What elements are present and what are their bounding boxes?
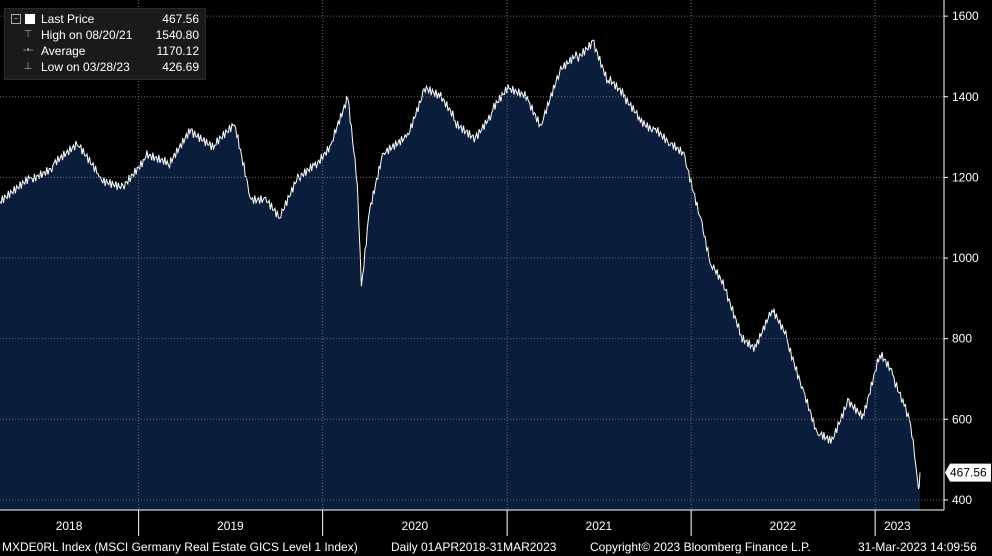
x-tick-label: 2022 (770, 519, 797, 533)
ticker-description: MXDE0RL Index (MSCI Germany Real Estate … (2, 540, 358, 554)
legend-label: Average (41, 44, 86, 58)
x-tick-label: 2023 (884, 519, 911, 533)
legend-value: 1170.12 (156, 44, 200, 58)
collapse-icon[interactable]: − (11, 14, 21, 24)
y-tick-label: 400 (952, 493, 972, 507)
legend-label: High on 08/20/21 (41, 28, 133, 42)
y-axis: 400 600 800 1000 1200 1400 1600 (944, 9, 979, 507)
price-area (0, 40, 920, 511)
average-marker-icon: -•- (23, 45, 34, 56)
y-tick-label: 600 (952, 412, 972, 426)
legend-row-average: -•- Average 1170.12 (5, 43, 205, 59)
date-range: Daily 01APR2018-31MAR2023 (391, 540, 557, 554)
x-tick-label: 2019 (217, 519, 244, 533)
y-tick-label: 1400 (952, 90, 979, 104)
low-marker-icon: ⊥ (23, 61, 33, 72)
copyright: Copyright© 2023 Bloomberg Finance L.P. (590, 540, 811, 554)
last-value-box: 467.56 (945, 463, 991, 482)
legend-row-high: ⊤ High on 08/20/21 1540.80 (5, 27, 205, 43)
price-line (0, 39, 921, 490)
x-tick-label: 2020 (402, 519, 429, 533)
legend-label: Last Price (41, 12, 95, 26)
legend-value: 426.69 (162, 60, 199, 74)
legend-value: 467.56 (162, 12, 199, 26)
y-tick-label: 1600 (952, 9, 979, 23)
x-tick-label: 2018 (56, 519, 83, 533)
grid-overlay (0, 0, 944, 510)
last-value-label: 467.56 (950, 466, 987, 480)
legend: − Last Price 467.56 ⊤ High on 08/20/21 1… (4, 8, 206, 80)
legend-label: Low on 03/28/23 (41, 60, 130, 74)
x-tick-label: 2021 (586, 519, 613, 533)
chart-footer: MXDE0RL Index (MSCI Germany Real Estate … (0, 538, 992, 556)
y-tick-label: 1200 (952, 170, 979, 184)
legend-row-low: ⊥ Low on 03/28/23 426.69 (5, 59, 205, 75)
legend-value: 1540.80 (155, 28, 199, 42)
legend-swatch (25, 14, 35, 24)
x-axis: 2018 2019 2020 2021 2022 2023 (56, 510, 911, 536)
high-marker-icon: ⊤ (23, 29, 33, 40)
legend-row-last-price: − Last Price 467.56 (5, 11, 205, 27)
timestamp: 31-Mar-2023 14:09:56 (858, 540, 977, 554)
y-tick-label: 1000 (952, 251, 979, 265)
y-tick-label: 800 (952, 332, 972, 346)
last-value-marker (945, 463, 991, 482)
